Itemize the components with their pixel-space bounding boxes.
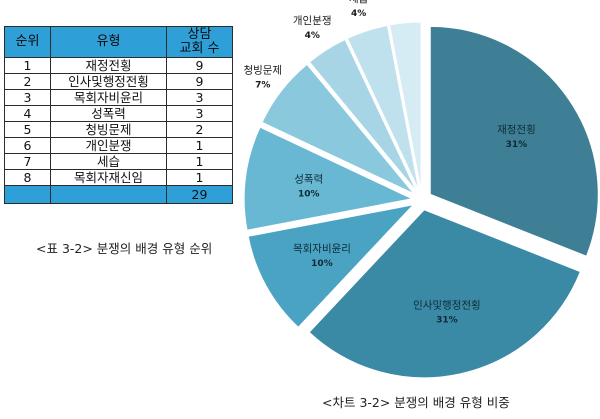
slice-label: 인사및행정전횡 (413, 298, 481, 311)
table-total-row: 29 (4, 185, 233, 204)
cell-type: 성폭력 (50, 105, 167, 122)
cell-type: 목회자재신임 (50, 169, 167, 186)
table-row: 8 목회자재신임 1 (4, 169, 233, 186)
cell-count: 9 (166, 57, 233, 74)
cell-count: 1 (166, 137, 233, 154)
slice-label: 재정전횡 (497, 123, 536, 136)
pie-slice (308, 38, 418, 192)
table-row: 1 재정전횡 9 (4, 57, 233, 74)
slice-percent-label: 7% (255, 80, 270, 90)
cell-rank: 1 (4, 57, 51, 74)
slice-percent-label: 31% (506, 140, 528, 150)
slice-label: 개인분쟁 (293, 15, 332, 27)
cell-rank: 3 (4, 89, 51, 106)
header-count-line1: 상담 (187, 27, 212, 42)
table-row: 3 목회자비윤리 3 (4, 89, 233, 106)
table-row: 2 인사및행정전횡 9 (4, 73, 233, 90)
slice-label: 목회자비윤리 (293, 243, 351, 255)
header-type: 유형 (50, 26, 167, 58)
cell-count: 1 (166, 169, 233, 186)
header-count: 상담 교회 수 (166, 26, 233, 58)
slice-label: 청빙문제 (243, 64, 282, 76)
pie-slice (261, 63, 415, 195)
cell-count: 3 (166, 105, 233, 122)
cell-type: 목회자비윤리 (50, 89, 167, 106)
cell-rank: 6 (4, 137, 51, 154)
cell-type: 청빙문제 (50, 121, 167, 138)
table-caption: <표 3-2> 분쟁의 배경 유형 순위 (36, 241, 213, 256)
rank-table-container: 순위 유형 상담 교회 수 1 재정전횡 9 2 인사및행정전횡 9 3 목 (4, 26, 233, 204)
cell-type: 인사및행정전횡 (50, 73, 167, 90)
cell-count: 3 (166, 89, 233, 106)
slice-percent-label: 4% (351, 9, 366, 19)
pie-chart: 재정전횡 31% 인사및행정전횡 31% 목회자비윤리 10% 성폭력 10% 청빙문제 7% 개인… (243, 0, 599, 379)
table-row: 5 청빙문제 2 (4, 121, 233, 138)
cell-rank: 7 (4, 153, 51, 170)
slice-label: 세습 (349, 0, 369, 5)
header-count-line2: 교회 수 (179, 41, 220, 56)
table-header-row: 순위 유형 상담 교회 수 (4, 26, 233, 58)
slice-percent-label: 4% (305, 31, 320, 41)
cell-rank: 4 (4, 105, 51, 122)
slice-percent-label: 10% (311, 259, 333, 269)
total-blank-cell (4, 185, 51, 204)
total-blank-cell (50, 185, 167, 204)
table-row: 6 개인분쟁 1 (4, 137, 233, 154)
pie-slice (308, 209, 582, 379)
pie-slice (388, 21, 422, 191)
cell-count: 9 (166, 73, 233, 90)
slice-percent-label: 31% (436, 315, 458, 325)
pie-slice (429, 25, 599, 257)
pie-slice (243, 126, 414, 231)
cell-type: 재정전횡 (50, 57, 167, 74)
cell-type: 세습 (50, 153, 167, 170)
pie-labels: 재정전횡 31% 인사및행정전횡 31% 목회자비윤리 10% 성폭력 10% 청빙문제 7% 개인… (243, 0, 535, 325)
pie-slice (346, 24, 420, 191)
slice-label: 성폭력 (294, 174, 323, 186)
table-row: 4 성폭력 3 (4, 105, 233, 122)
pie-slices (243, 21, 599, 379)
cell-rank: 8 (4, 169, 51, 186)
cell-count: 2 (166, 121, 233, 138)
table-row: 7 세습 1 (4, 153, 233, 170)
cell-rank: 2 (4, 73, 51, 90)
chart-caption: <차트 3-2> 분쟁의 배경 유형 비중 (322, 395, 510, 410)
cell-rank: 5 (4, 121, 51, 138)
pie-slice (247, 204, 415, 328)
rank-table: 순위 유형 상담 교회 수 1 재정전횡 9 2 인사및행정전횡 9 3 목 (4, 26, 233, 204)
total-count: 29 (166, 185, 233, 204)
header-rank: 순위 (4, 26, 51, 58)
slice-percent-label: 10% (298, 190, 320, 200)
cell-count: 1 (166, 153, 233, 170)
cell-type: 개인분쟁 (50, 137, 167, 154)
